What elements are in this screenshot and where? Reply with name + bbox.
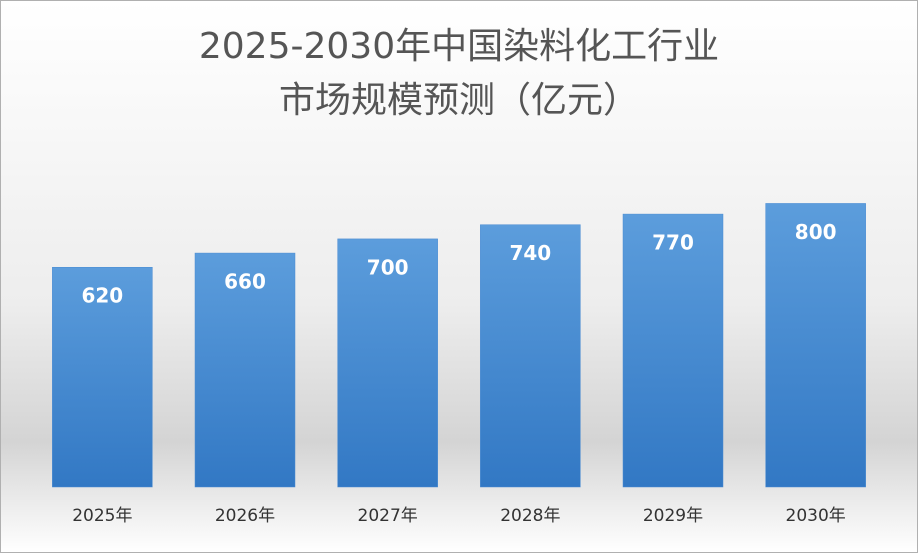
chart-title: 2025-2030年中国染料化工行业 [199, 26, 719, 67]
x-tick-label: 2026年 [215, 506, 275, 526]
data-label: 740 [509, 241, 551, 265]
bar [337, 238, 438, 488]
x-tick-label: 2030年 [786, 506, 846, 526]
x-tick-label: 2028年 [500, 506, 560, 526]
bar [480, 224, 581, 488]
data-label: 620 [81, 284, 123, 308]
data-label: 800 [795, 220, 837, 244]
x-tick-label: 2029年 [643, 506, 703, 526]
chart-title: 市场规模预测（亿元） [279, 80, 639, 121]
x-tick-label: 2025年 [72, 506, 132, 526]
data-label: 770 [652, 231, 694, 255]
bar [194, 252, 296, 488]
x-tick-label: 2027年 [358, 506, 418, 526]
bar [52, 266, 153, 488]
bar [622, 213, 724, 488]
data-label: 700 [367, 255, 409, 279]
bar [765, 203, 866, 488]
data-label: 660 [224, 270, 266, 294]
